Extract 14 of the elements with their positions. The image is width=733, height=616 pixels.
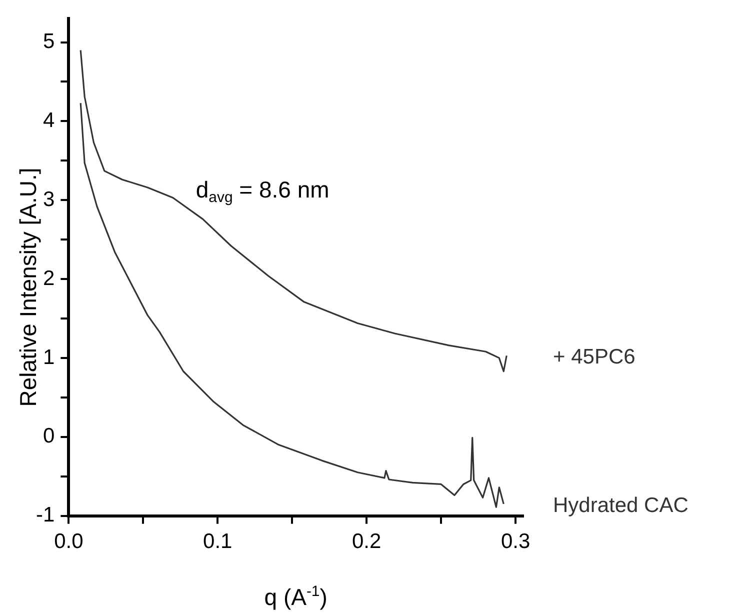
y-tick-label: 0 — [42, 424, 55, 448]
x-tick-label: 0.0 — [54, 530, 84, 554]
y-axis-title: Relative Intensity [A.U.] — [15, 168, 41, 407]
text: Hydrated CAC — [553, 494, 688, 517]
y-tick-label: -1 — [36, 504, 55, 527]
y-tick-label: 4 — [42, 108, 55, 132]
text: + 45PC6 — [553, 346, 636, 369]
x-tick-label: 0.1 — [203, 530, 232, 554]
y-tick-label: 2 — [42, 266, 55, 290]
y-tick-label: 3 — [42, 188, 55, 211]
x-tick-label: 0.3 — [500, 530, 530, 554]
y-tick-label: 5 — [42, 30, 55, 54]
x-tick-label: 0.2 — [352, 530, 382, 554]
y-tick-label: 1 — [42, 346, 55, 369]
